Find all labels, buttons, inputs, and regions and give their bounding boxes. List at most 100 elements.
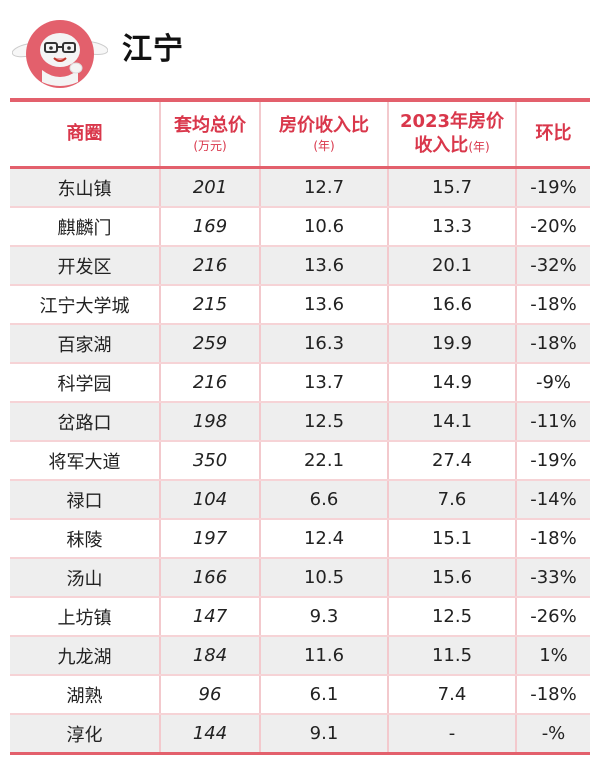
cell-change: -19%: [515, 441, 590, 481]
cell-avg-total-price: 184: [159, 636, 260, 676]
cell-change: -18%: [515, 519, 590, 559]
cell-change: -18%: [515, 285, 590, 325]
cell-change: -18%: [515, 675, 590, 715]
cell-change: -32%: [515, 246, 590, 286]
cell-avg-total-price: 215: [159, 285, 260, 325]
cell-price-income-ratio: 12.5: [259, 402, 388, 442]
cell-district: 九龙湖: [10, 636, 160, 676]
cell-district: 江宁大学城: [10, 285, 160, 325]
cell-avg-total-price: 96: [159, 675, 260, 715]
cell-price-income-ratio: 9.3: [259, 597, 388, 637]
table-row: 东山镇 201 12.7 15.7 -19%: [10, 167, 590, 208]
table-row: 禄口 104 6.6 7.6 -14%: [10, 480, 590, 520]
table-row: 科学园 216 13.7 14.9 -9%: [10, 363, 590, 403]
cell-avg-total-price: 201: [159, 167, 260, 208]
table-row: 秣陵 197 12.4 15.1 -18%: [10, 519, 590, 559]
table-row: 上坊镇 147 9.3 12.5 -26%: [10, 597, 590, 637]
column-header-avg-total-price: 套均总价 (万元): [159, 100, 260, 168]
cell-avg-total-price: 259: [159, 324, 260, 364]
cell-change: -14%: [515, 480, 590, 520]
cell-change: -19%: [515, 167, 590, 208]
cell-change: -9%: [515, 363, 590, 403]
cell-district: 东山镇: [10, 167, 160, 208]
cell-price-income-ratio: 22.1: [259, 441, 388, 481]
cell-ratio-2023: 16.6: [387, 285, 516, 325]
cell-avg-total-price: 350: [159, 441, 260, 481]
table-row: 汤山 166 10.5 15.6 -33%: [10, 558, 590, 598]
cell-ratio-2023: 14.1: [387, 402, 516, 442]
cell-district: 岔路口: [10, 402, 160, 442]
cell-ratio-2023: 27.4: [387, 441, 516, 481]
cell-avg-total-price: 104: [159, 480, 260, 520]
cell-price-income-ratio: 13.7: [259, 363, 388, 403]
column-header-change: 环比: [515, 100, 590, 168]
cell-avg-total-price: 198: [159, 402, 260, 442]
cell-price-income-ratio: 10.5: [259, 558, 388, 598]
cell-price-income-ratio: 16.3: [259, 324, 388, 364]
cell-district: 湖熟: [10, 675, 160, 715]
cell-price-income-ratio: 11.6: [259, 636, 388, 676]
cell-district: 淳化: [10, 714, 160, 755]
cell-district: 麒麟门: [10, 207, 160, 247]
price-income-table: 商圈 套均总价 (万元) 房价收入比 (年) 2023年房价 收入比(年) 环比: [10, 98, 590, 755]
cell-avg-total-price: 166: [159, 558, 260, 598]
cell-avg-total-price: 144: [159, 714, 260, 755]
cell-price-income-ratio: 10.6: [259, 207, 388, 247]
table-row: 开发区 216 13.6 20.1 -32%: [10, 246, 590, 286]
column-header-ratio-2023: 2023年房价 收入比(年): [387, 100, 516, 168]
cell-change: 1%: [515, 636, 590, 676]
cell-avg-total-price: 169: [159, 207, 260, 247]
cell-ratio-2023: 20.1: [387, 246, 516, 286]
column-header-price-income-ratio: 房价收入比 (年): [259, 100, 388, 168]
cell-price-income-ratio: 9.1: [259, 714, 388, 755]
cell-district: 百家湖: [10, 324, 160, 364]
cell-district: 科学园: [10, 363, 160, 403]
table-header-row: 商圈 套均总价 (万元) 房价收入比 (年) 2023年房价 收入比(年) 环比: [10, 100, 590, 168]
cell-district: 上坊镇: [10, 597, 160, 637]
page-title: 江宁: [122, 32, 184, 67]
cell-avg-total-price: 197: [159, 519, 260, 559]
cell-avg-total-price: 147: [159, 597, 260, 637]
cell-ratio-2023: 12.5: [387, 597, 516, 637]
table-row: 淳化 144 9.1- -%: [10, 714, 590, 755]
cell-ratio-2023: -: [387, 714, 516, 755]
cell-price-income-ratio: 6.1: [259, 675, 388, 715]
cell-change: -26%: [515, 597, 590, 637]
cell-avg-total-price: 216: [159, 246, 260, 286]
cell-change: -33%: [515, 558, 590, 598]
table-row: 将军大道 350 22.1 27.4 -19%: [10, 441, 590, 481]
cell-price-income-ratio: 12.7: [259, 167, 388, 208]
table-row: 九龙湖 184 11.6 11.5 1%: [10, 636, 590, 676]
cell-ratio-2023: 15.6: [387, 558, 516, 598]
cell-change: -11%: [515, 402, 590, 442]
cell-ratio-2023: 11.5: [387, 636, 516, 676]
cell-price-income-ratio: 13.6: [259, 246, 388, 286]
cell-change: -18%: [515, 324, 590, 364]
cell-ratio-2023: 15.1: [387, 519, 516, 559]
cell-ratio-2023: 7.4: [387, 675, 516, 715]
cell-change: -%: [515, 714, 590, 755]
table-row: 湖熟 96 6.1 7.4 -18%: [10, 675, 590, 715]
cell-ratio-2023: 13.3: [387, 207, 516, 247]
cell-ratio-2023: 14.9: [387, 363, 516, 403]
cell-ratio-2023: 19.9: [387, 324, 516, 364]
page-header: 江宁: [0, 0, 600, 96]
cell-district: 禄口: [10, 480, 160, 520]
cell-district: 秣陵: [10, 519, 160, 559]
table-row: 麒麟门 169 10.6 13.3 -20%: [10, 207, 590, 247]
cell-price-income-ratio: 12.4: [259, 519, 388, 559]
cell-district: 开发区: [10, 246, 160, 286]
cell-district: 汤山: [10, 558, 160, 598]
table-row: 岔路口 198 12.5 14.1 -11%: [10, 402, 590, 442]
table-row: 百家湖 259 16.3 19.9 -18%: [10, 324, 590, 364]
cell-ratio-2023: 15.7: [387, 167, 516, 208]
cell-ratio-2023: 7.6: [387, 480, 516, 520]
cell-price-income-ratio: 6.6: [259, 480, 388, 520]
cell-avg-total-price: 216: [159, 363, 260, 403]
cell-district: 将军大道: [10, 441, 160, 481]
cell-price-income-ratio: 13.6: [259, 285, 388, 325]
table-row: 江宁大学城 215 13.6 16.6 -18%: [10, 285, 590, 325]
column-header-district: 商圈: [66, 123, 103, 144]
cell-change: -20%: [515, 207, 590, 247]
rabbit-mascot-icon: [12, 20, 108, 88]
